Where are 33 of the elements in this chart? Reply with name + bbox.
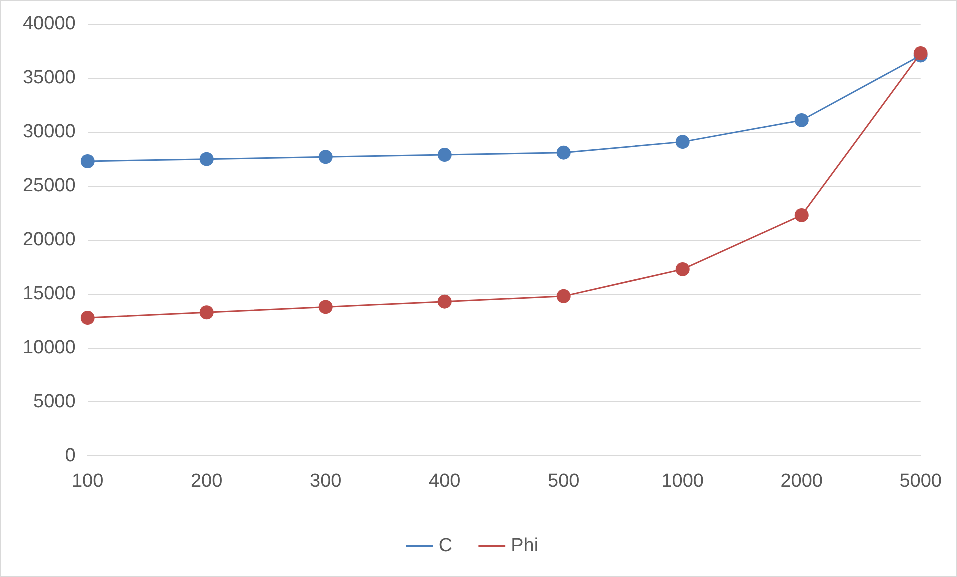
point xyxy=(318,300,333,314)
x-tick-label: 1000 xyxy=(662,470,704,492)
point xyxy=(438,294,452,309)
point xyxy=(556,146,571,160)
x-tick-label: 2000 xyxy=(780,470,823,492)
point xyxy=(556,289,571,304)
point xyxy=(794,113,809,128)
point xyxy=(794,208,809,222)
y-tick-label: 5000 xyxy=(34,391,76,412)
point xyxy=(80,154,95,168)
x-tick-label: 200 xyxy=(190,470,223,492)
y-tick-label: 20000 xyxy=(22,230,76,251)
x-tick-label: 100 xyxy=(72,470,104,492)
y-tick-label: 30000 xyxy=(22,122,76,143)
legend-label: C xyxy=(438,536,453,557)
y-tick-label: 0 xyxy=(65,445,76,466)
point xyxy=(676,262,690,276)
point xyxy=(80,311,95,326)
point xyxy=(200,306,214,320)
x-tick-label: 400 xyxy=(428,470,461,492)
x-tick-label: 300 xyxy=(310,470,342,492)
x-tick-label: 500 xyxy=(548,470,580,492)
y-tick-label: 25000 xyxy=(22,176,76,197)
legend-label: Phi xyxy=(511,536,539,557)
point xyxy=(438,148,452,162)
point xyxy=(318,150,333,164)
point xyxy=(200,152,214,166)
point xyxy=(676,135,690,150)
y-tick-label: 10000 xyxy=(22,337,76,358)
x-tick-label: 5000 xyxy=(900,470,942,492)
y-tick-label: 35000 xyxy=(22,68,76,89)
y-tick-label: 15000 xyxy=(22,284,76,305)
y-tick-label: 40000 xyxy=(22,14,76,35)
